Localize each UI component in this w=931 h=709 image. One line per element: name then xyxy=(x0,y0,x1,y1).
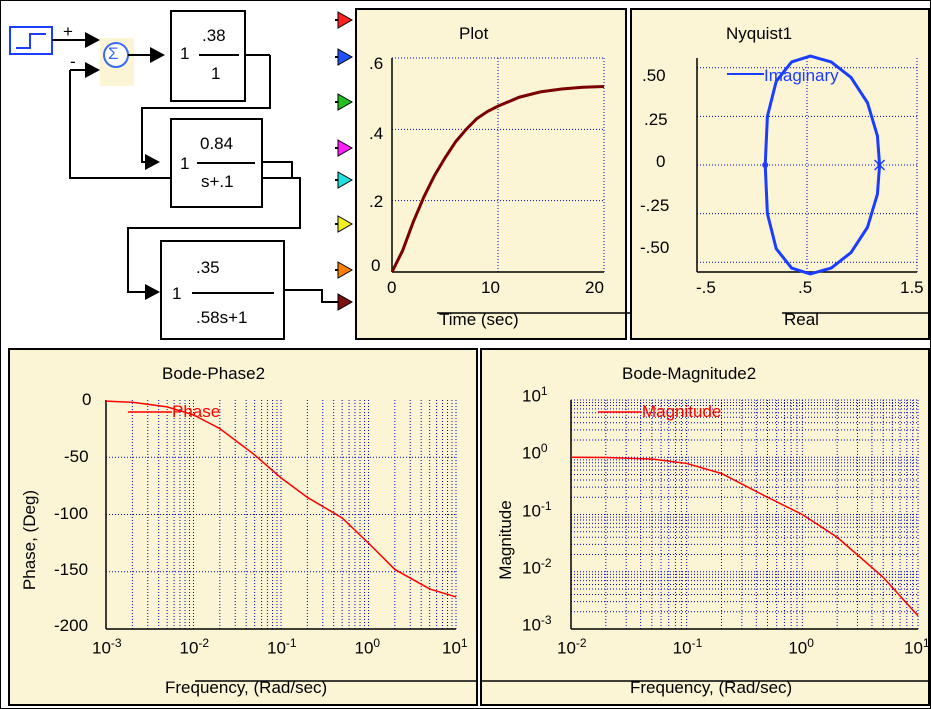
plot-ytick: .6 xyxy=(369,54,384,73)
transfer-block-3-denominator: .58s+1 xyxy=(196,308,248,327)
transfer-block-2-denominator: s+.1 xyxy=(201,172,234,191)
bode-mag-ytick: 100 xyxy=(522,441,548,463)
bode-phase-chart xyxy=(105,400,476,682)
nyquist-ytick: 0 xyxy=(656,152,666,171)
plot-series-line xyxy=(390,85,605,273)
output-port-arrow xyxy=(337,215,354,233)
bode-mag-legend-label: Magnitude xyxy=(642,402,722,421)
bode-phase-legend-label: Phase xyxy=(172,402,221,421)
transfer-block-3-gain: 1 xyxy=(172,284,182,303)
transfer-block-2-numerator: 0.84 xyxy=(200,134,234,153)
bode-phase-title: Bode-Phase2 xyxy=(162,364,266,383)
output-port-arrow xyxy=(337,93,354,111)
gain-block-1[interactable]: 1 .38 1 xyxy=(170,10,246,102)
bode-phase-ylabel: Phase, (Deg) xyxy=(20,489,39,591)
plot-xtick: 10 xyxy=(481,278,500,297)
nyquist-title: Nyquist1 xyxy=(726,24,793,43)
bode-phase-ytick: -150 xyxy=(54,560,89,579)
bode-mag-ytick: 10-1 xyxy=(522,498,552,521)
sum-symbol: Σ xyxy=(108,44,119,63)
gain-block-1-gain: 1 xyxy=(180,44,190,63)
nyquist-end-marker xyxy=(762,162,769,168)
bode-mag-xtick: 100 xyxy=(788,636,814,658)
bode-mag-xtick: 10-1 xyxy=(672,636,703,658)
output-port-arrow xyxy=(337,293,354,311)
bode-mag-ytick: 101 xyxy=(522,384,548,406)
sum-plus-sign: + xyxy=(63,22,73,41)
bode-phase-ytick: 0 xyxy=(82,390,92,409)
step-icon xyxy=(16,33,46,49)
bode-mag-xtick: 10-2 xyxy=(557,636,587,658)
plot-xtick: 0 xyxy=(387,278,397,297)
transfer-block-2-gain: 1 xyxy=(180,154,190,173)
nyquist-xtick: .5 xyxy=(798,278,813,297)
bode-mag-ytick: 10-2 xyxy=(522,555,552,578)
nyquist-ytick: -.50 xyxy=(640,238,670,257)
bode-phase-panel[interactable]: Bode-Phase2 Phase Phase, (Deg) 0 -50 -10… xyxy=(8,348,478,706)
bode-mag-panel[interactable]: Bode-Magnitude2 Magnitude Magnitude 101 1… xyxy=(480,348,930,706)
bode-mag-ylabel: Magnitude xyxy=(496,500,515,580)
nyquist-panel[interactable]: Nyquist1 Imaginary .50 .25 0 -.25 -.50 -… xyxy=(630,8,931,340)
block-diagram: + - Σ 1 .38 1 1 0.84 s+.1 1 .35 .58s+1 xyxy=(0,0,355,345)
output-port-arrow xyxy=(337,171,354,189)
plot-xtick: 20 xyxy=(585,278,604,297)
plot-panel[interactable]: Plot .6 .4 .2 0 0 10 20 Time (sec) xyxy=(355,8,637,340)
plot-chart xyxy=(390,57,637,314)
nyquist-xtick: -.5 xyxy=(696,278,716,297)
output-port-arrow xyxy=(337,48,354,66)
bode-mag-chart xyxy=(482,399,930,682)
bode-mag-ytick: 10-3 xyxy=(522,613,552,635)
nyquist-ytick: -.25 xyxy=(640,196,670,215)
bode-phase-xtick: 10-2 xyxy=(179,636,210,658)
bode-phase-ytick: -50 xyxy=(64,447,89,466)
step-input-block xyxy=(9,26,53,55)
output-port-arrow xyxy=(337,139,354,157)
nyquist-start-marker xyxy=(874,159,886,171)
plot-ytick: .4 xyxy=(369,124,384,143)
bode-phase-ytick: -200 xyxy=(54,616,89,635)
output-ports xyxy=(335,11,354,311)
bode-mag-series-line xyxy=(570,456,919,617)
output-port-arrow xyxy=(337,11,354,29)
bode-phase-xlabel: Frequency, (Rad/sec) xyxy=(165,678,328,697)
transfer-block-2[interactable]: 1 0.84 s+.1 xyxy=(170,118,263,208)
nyquist-legend-label: Imaginary xyxy=(764,66,839,85)
bode-mag-xlabel: Frequency, (Rad/sec) xyxy=(630,678,793,697)
nyquist-ytick: .25 xyxy=(644,110,668,129)
nyquist-ytick: .50 xyxy=(642,66,666,85)
bode-phase-series-line xyxy=(105,400,457,598)
transfer-block-3[interactable]: 1 .35 .58s+1 xyxy=(160,240,285,340)
gain-block-1-fraction-bar xyxy=(199,54,239,56)
transfer-block-3-numerator: .35 xyxy=(196,258,220,277)
plot-ytick: .2 xyxy=(369,192,384,211)
transfer-block-2-fraction-bar xyxy=(197,162,255,164)
bode-mag-xtick: 101 xyxy=(904,636,930,658)
nyquist-xtick: 1.5 xyxy=(900,278,924,297)
sum-minus-sign: - xyxy=(70,52,76,71)
bode-mag-title: Bode-Magnitude2 xyxy=(622,364,757,383)
output-port-arrow xyxy=(337,261,354,279)
bode-phase-xtick: 10-1 xyxy=(267,636,297,658)
nyquist-xlabel: Real xyxy=(784,310,819,329)
bode-phase-xtick: 100 xyxy=(354,636,381,658)
gain-block-1-denominator: 1 xyxy=(211,64,221,83)
plot-xlabel: Time (sec) xyxy=(439,310,519,329)
nyquist-chart xyxy=(696,54,931,314)
bode-phase-ytick: -100 xyxy=(54,504,89,523)
plot-title: Plot xyxy=(459,24,489,43)
gain-block-1-numerator: .38 xyxy=(202,26,226,45)
transfer-block-3-fraction-bar xyxy=(192,292,274,294)
plus-input-arrow xyxy=(85,32,100,48)
minus-input-arrow xyxy=(85,62,100,78)
bode-phase-xtick: 10-3 xyxy=(92,636,122,658)
diagram-wires xyxy=(9,26,335,303)
plot-ytick: 0 xyxy=(371,256,381,275)
bode-phase-xtick: 101 xyxy=(442,636,468,658)
